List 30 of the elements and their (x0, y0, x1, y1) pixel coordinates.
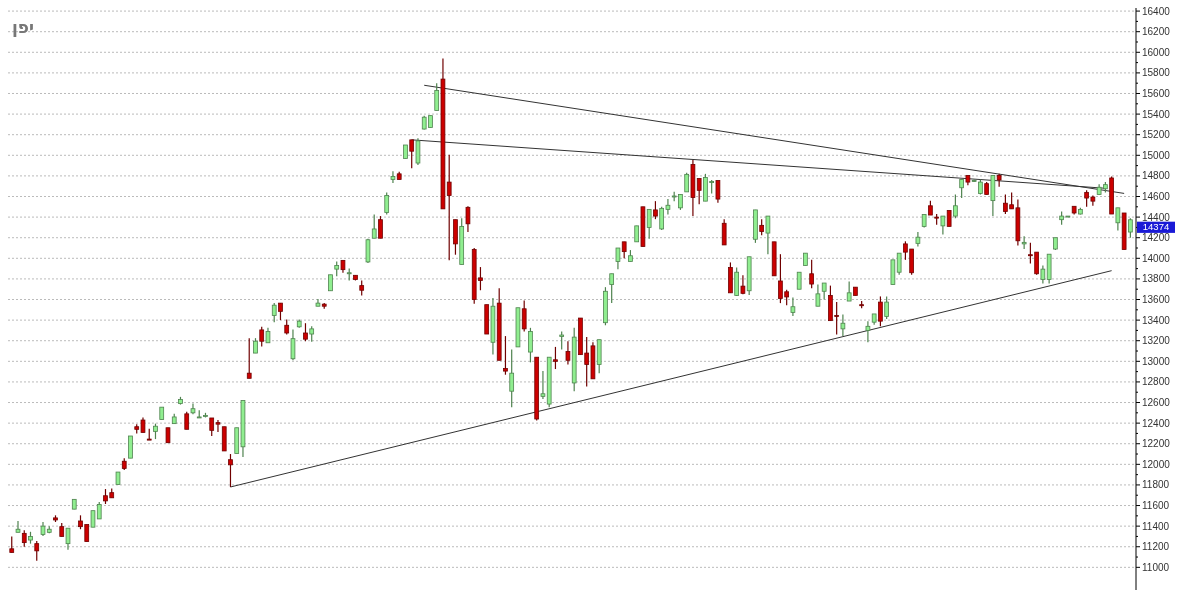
y-tick-label: 16400 (1142, 5, 1171, 17)
y-tick-label: 12000 (1142, 458, 1171, 470)
y-tick-label: 11400 (1142, 520, 1170, 532)
y-tick-label: 16200 (1142, 26, 1171, 38)
y-tick-label: 11200 (1142, 541, 1170, 553)
last-price: 14374 (1137, 221, 1175, 233)
y-tick-label: 14000 (1142, 252, 1171, 264)
y-tick-label: 12200 (1142, 438, 1171, 450)
y-tick-label: 14200 (1142, 232, 1171, 244)
y-tick-label: 13000 (1142, 355, 1171, 367)
y-tick-label: 15000 (1142, 149, 1171, 161)
y-tick-label: 15800 (1142, 67, 1171, 79)
y-tick-label: 15600 (1142, 88, 1171, 99)
y-tick-label: 14400 (1142, 211, 1171, 223)
y-tick-label: 15200 (1142, 129, 1171, 141)
y-tick-label: 12800 (1142, 376, 1171, 388)
y-tick-label: 15400 (1142, 108, 1171, 120)
y-tick-label: 16000 (1142, 46, 1171, 58)
y-tick-label: 13800 (1142, 273, 1171, 285)
y-tick-label: 14600 (1142, 191, 1171, 203)
y-tick-label: 11600 (1142, 500, 1170, 512)
y-tick-label: 11800 (1142, 479, 1170, 491)
text: יפן (12, 17, 35, 37)
y-tick-label: 14800 (1142, 170, 1171, 182)
y-tick-label: 13600 (1142, 294, 1171, 306)
y-tick-label: 12400 (1142, 417, 1171, 429)
y-tick-label: 13400 (1142, 314, 1171, 326)
y-tick-label: 11000 (1142, 561, 1170, 573)
y-tick-label: 13200 (1142, 335, 1171, 347)
y-tick-label: 12600 (1142, 397, 1171, 409)
